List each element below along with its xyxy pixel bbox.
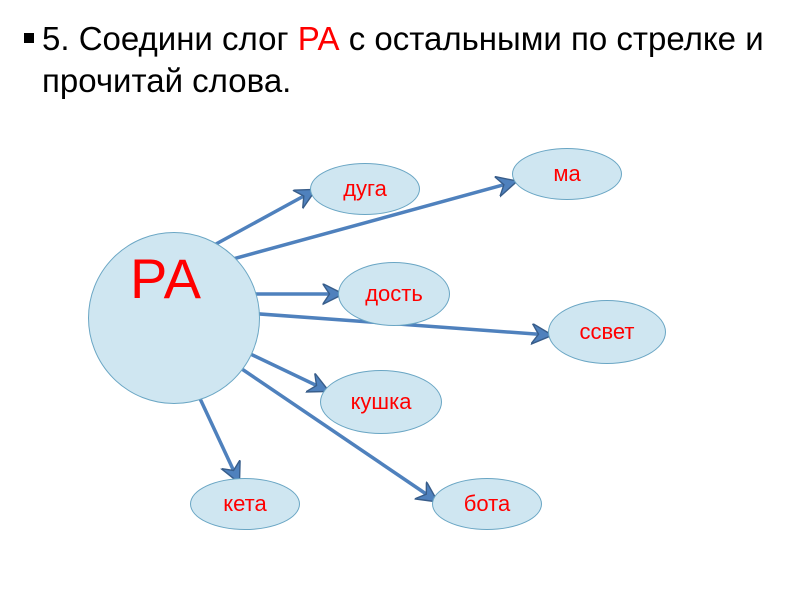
node-label: дость (365, 283, 423, 305)
slide-title: 5. Соедини слог РА с остальными по стрел… (42, 18, 770, 102)
node-bota: бота (432, 478, 542, 530)
title-prefix: 5. Соедини слог (42, 20, 298, 57)
center-label: РА (130, 250, 200, 309)
node-label: дуга (343, 178, 387, 200)
node-ma: ма (512, 148, 622, 200)
node-label: кета (223, 493, 266, 515)
node-label: ссвет (579, 321, 634, 343)
slide: 5. Соедини слог РА с остальными по стрел… (0, 0, 800, 600)
node-ssvet: ссвет (548, 300, 666, 364)
title-bullet (24, 33, 34, 43)
title-accent: РА (298, 20, 340, 57)
node-keta: кета (190, 478, 300, 530)
node-label: бота (464, 493, 510, 515)
node-label: кушка (351, 391, 412, 413)
node-kushka: кушка (320, 370, 442, 434)
arrow-line (205, 191, 313, 250)
node-duga: дуга (310, 163, 420, 215)
node-label: ма (553, 163, 580, 185)
node-dost: дость (338, 262, 450, 326)
